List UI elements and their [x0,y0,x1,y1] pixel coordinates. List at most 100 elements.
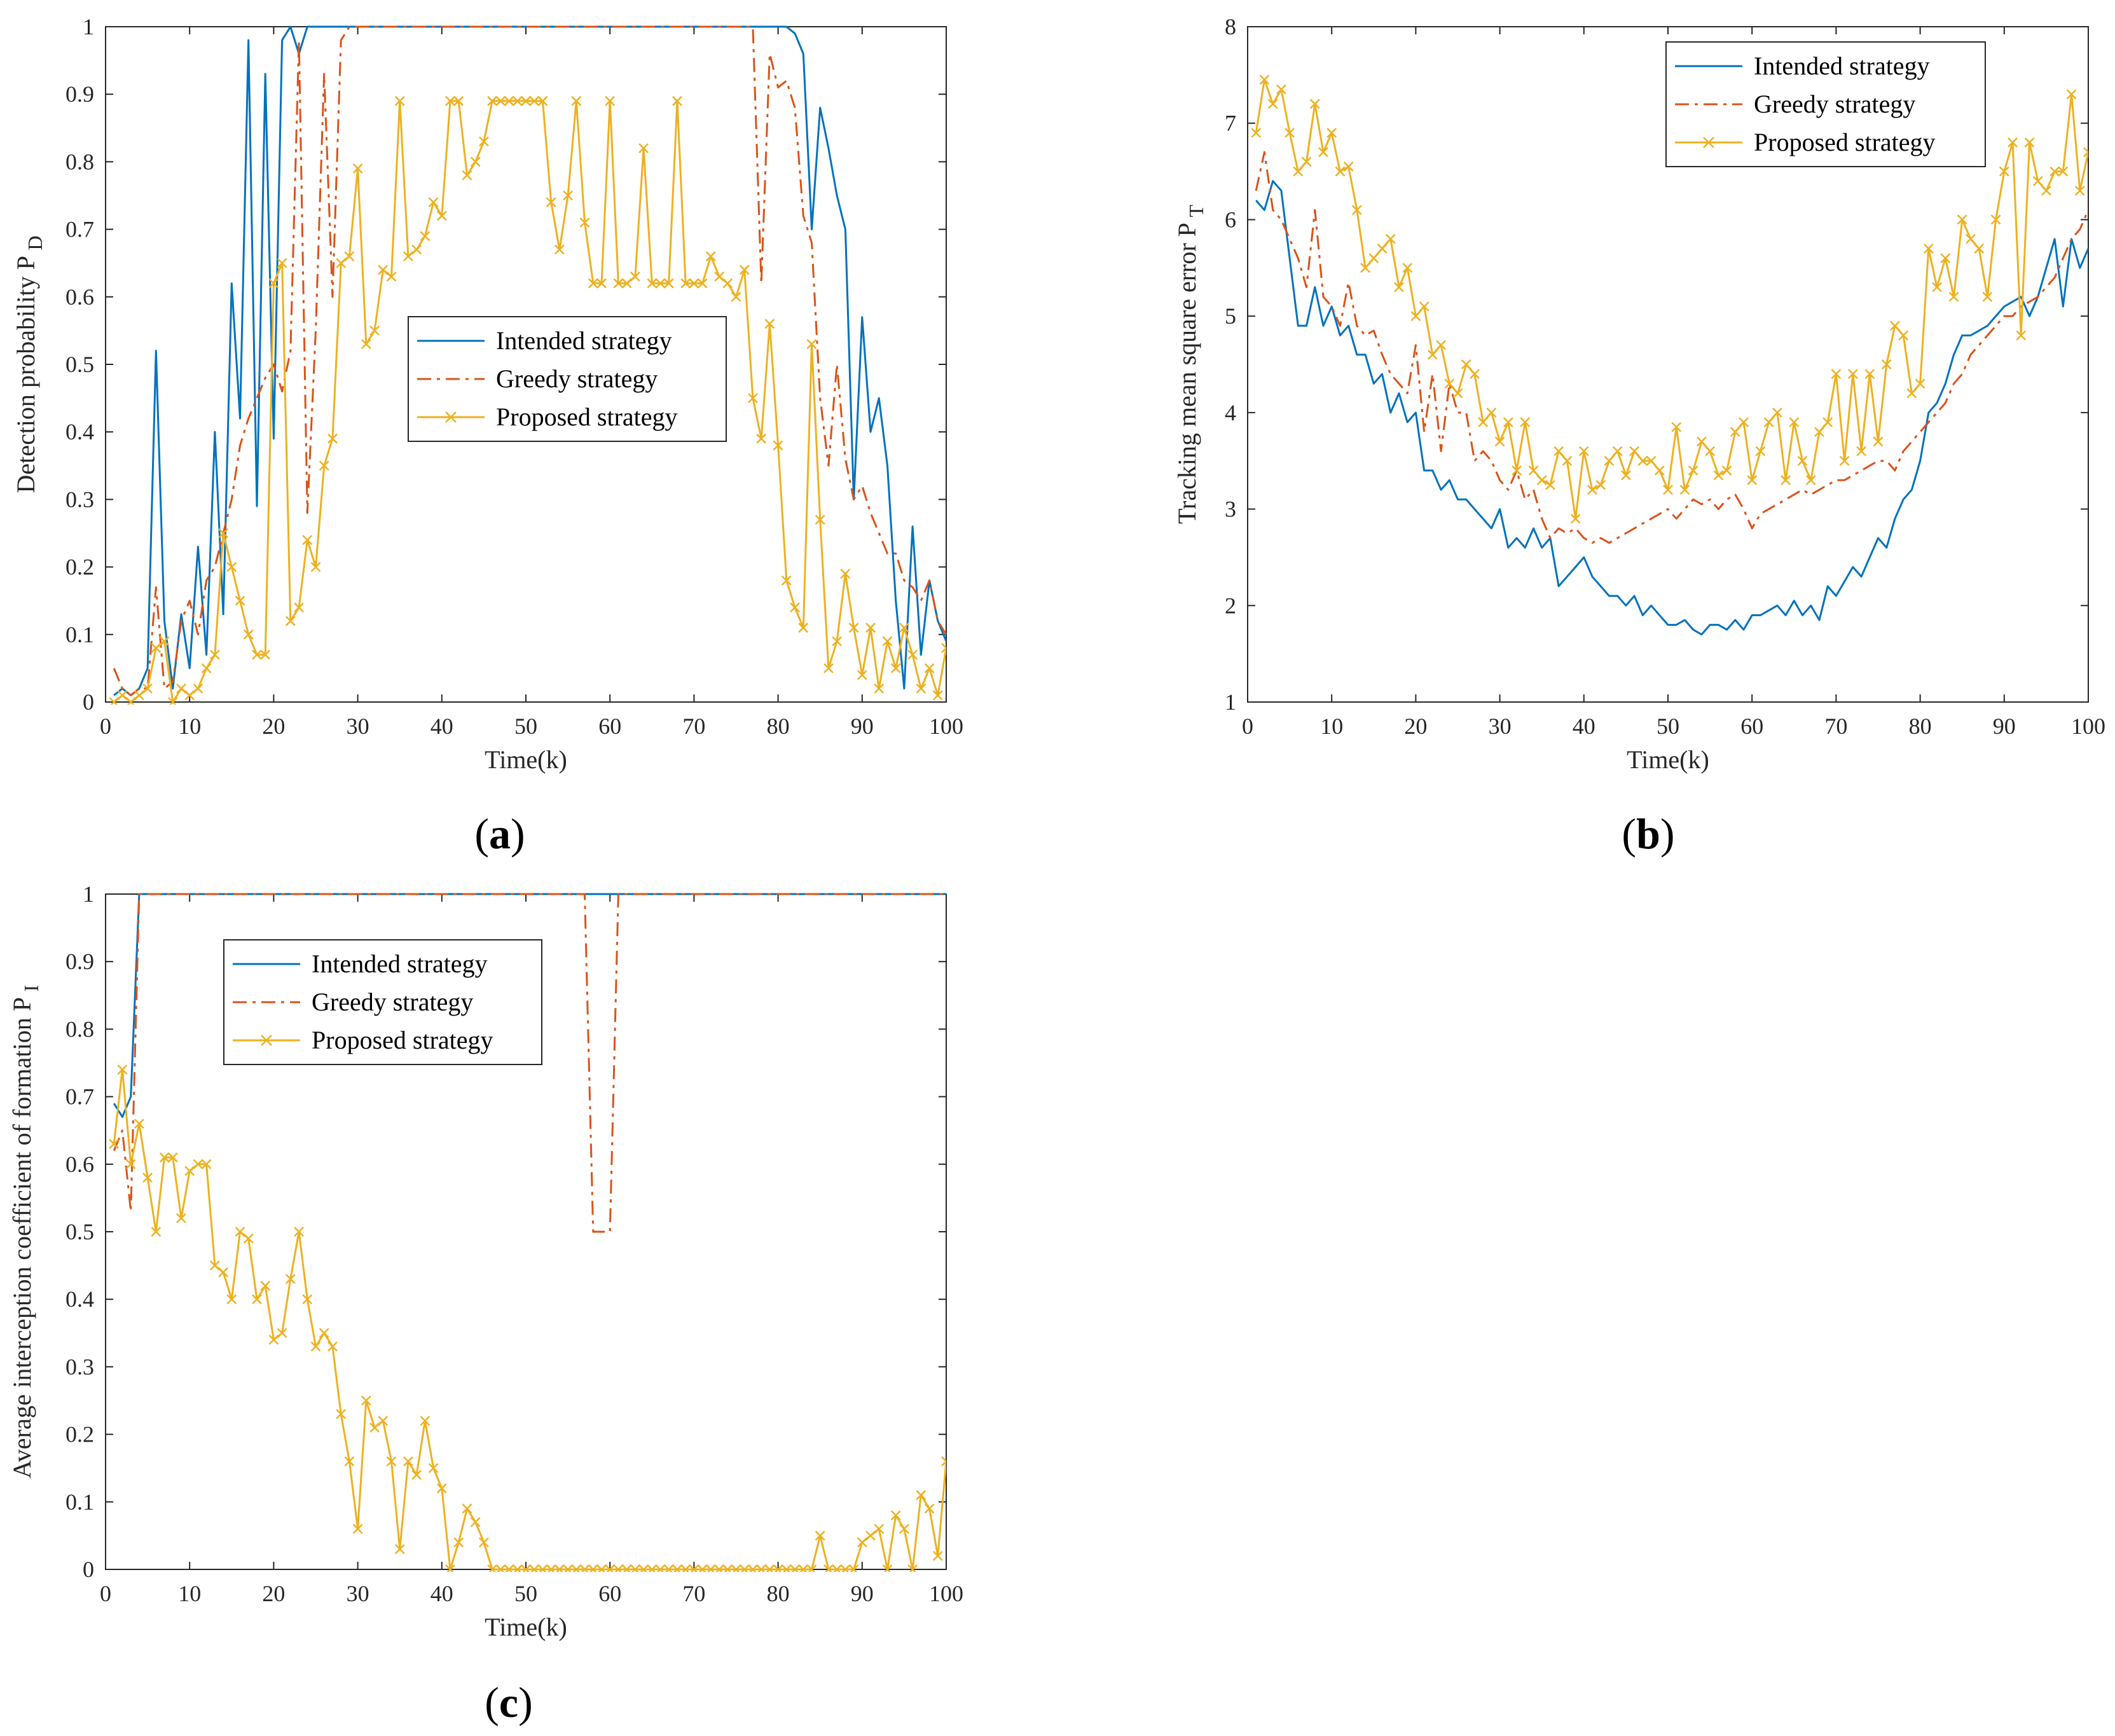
panel-b-point-proposed-strategy [1267,99,1278,109]
panel-b-point-proposed-strategy [1554,446,1564,457]
panel-c-point-proposed-strategy [605,1564,616,1572]
panel-b-point-proposed-strategy [1595,479,1606,490]
panel-a-point-proposed-strategy [327,433,338,444]
panel-b-point-proposed-strategy [1293,166,1304,177]
panel-c-point-proposed-strategy [537,1564,548,1572]
panel-b-point-proposed-strategy [1890,320,1900,331]
panel-a-ytick-label: 0.5 [65,352,94,377]
panel-a-point-proposed-strategy [806,339,817,350]
panel-a-point-proposed-strategy [773,440,783,451]
panel-a-point-proposed-strategy [344,251,355,261]
panel-a-point-proposed-strategy [680,278,691,289]
panel-c-point-proposed-strategy [151,1227,162,1237]
panel-a-ylabel: Detection probability P D [11,236,46,493]
panel-b-point-proposed-strategy [1881,359,1892,369]
panel-c-point-proposed-strategy [319,1328,329,1339]
panel-c-point-proposed-strategy [840,1564,851,1572]
panel-c-chart: 0 10 20 30 40 50 60 70 80 90 100 0 0.1 0.2 0.3 0.4 0.5 0.… [8,881,963,1641]
panel-b-xlabel: Time(k) [1627,745,1709,774]
panel-c-point-proposed-strategy [806,1564,817,1572]
panel-c-xlabel: Time(k) [485,1613,567,1641]
panel-c-point-proposed-strategy [697,1564,708,1572]
panel-a-point-proposed-strategy [235,595,245,606]
panel-c-ytick-label: 0.8 [65,1016,94,1042]
panel-a-point-proposed-strategy [302,535,313,546]
panel-b-xtick-label: 100 [2071,713,2105,739]
panel-a-point-proposed-strategy [798,623,809,633]
panel-a-point-proposed-strategy [243,629,254,640]
panel-a-point-proposed-strategy [470,156,481,167]
panel-c-point-proposed-strategy [739,1564,750,1572]
panel-c-point-proposed-strategy [260,1281,271,1291]
panel-c-point-proposed-strategy [764,1564,775,1572]
panel-b-point-proposed-strategy [1856,446,1866,457]
panel-a-ytick-label: 1 [83,14,94,39]
panel-b-point-proposed-strategy [1873,436,1884,447]
panel-b-point-proposed-strategy [1805,475,1816,485]
panel-b-point-proposed-strategy [1679,485,1690,495]
panel-c-ytick-label: 0.3 [65,1354,94,1379]
panel-c-point-proposed-strategy [832,1564,843,1572]
panel-a-ytick-label: 0.6 [65,284,94,310]
panel-b-point-proposed-strategy [1259,74,1270,85]
panel-b-point-proposed-strategy [1385,233,1396,244]
panel-a-ytick-label: 0.1 [65,622,94,647]
panel-b-legend-label: Intended strategy [1754,52,1930,80]
panel-c-point-proposed-strategy [916,1490,927,1501]
panel-c-ylabel: Average interception coefficient of form… [8,985,43,1478]
panel-c-point-proposed-strategy [722,1564,733,1572]
panel-a-point-proposed-strategy [563,190,573,201]
panel-c-point-proposed-strategy [781,1564,792,1572]
panel-b-point-proposed-strategy [1377,244,1388,254]
panel-b-point-proposed-strategy [1629,446,1640,457]
panel-b-point-proposed-strategy [1646,455,1657,466]
panel-a-point-proposed-strategy [848,623,859,633]
panel-b-point-proposed-strategy [1721,465,1732,476]
panel-b-caption: (b) [1622,809,1674,858]
panel-a-point-proposed-strategy [436,210,447,221]
panel-a-point-proposed-strategy [840,568,851,579]
panel-c-point-proposed-strategy [193,1159,203,1169]
panel-a-point-proposed-strategy [428,197,439,208]
panel-a-point-proposed-strategy [907,649,918,660]
panel-a-point-proposed-strategy [184,690,195,701]
panel-b-point-proposed-strategy [1536,475,1547,485]
panel-b-point-proposed-strategy [1763,417,1774,427]
panel-a-point-proposed-strategy [554,244,565,255]
panel-b-xtick-label: 20 [1404,713,1427,739]
panel-a-point-proposed-strategy [731,291,741,302]
panel-b-series-intended-strategy [1255,180,2088,636]
panel-b-point-proposed-strategy [1822,417,1833,427]
panel-b-point-proposed-strategy [1402,263,1413,273]
panel-b-point-proposed-strategy [1301,156,1312,167]
panel-a-point-proposed-strategy [756,433,767,444]
panel-a-point-proposed-strategy [512,95,523,106]
panel-c-point-proposed-strategy [731,1564,741,1572]
panel-a-point-proposed-strategy [815,514,825,525]
panel-c-point-proposed-strategy [361,1395,371,1406]
panel-c-point-proposed-strategy [243,1233,254,1244]
panel-a-point-proposed-strategy [672,95,682,106]
panel-a-point-proposed-strategy [529,95,540,106]
panel-b-point-proposed-strategy [1444,378,1455,389]
panel-c-legend-label: Greedy strategy [312,988,473,1016]
panel-c-point-proposed-strategy [672,1564,682,1572]
panel-b-point-proposed-strategy [1923,244,1934,254]
panel-b-point-proposed-strategy [1494,436,1505,447]
panel-c-xtick-label: 90 [851,1581,874,1606]
panel-b-point-proposed-strategy [1343,162,1354,172]
panel-a-point-proposed-strategy [176,683,186,694]
panel-b-point-proposed-strategy [1671,422,1682,432]
panel-c-point-proposed-strategy [428,1463,439,1473]
panel-c-point-proposed-strategy [563,1564,573,1572]
panel-a-series-intended-strategy [113,25,946,696]
panel-a-point-proposed-strategy [142,683,153,694]
panel-c-ytick-label: 0 [83,1557,94,1582]
panel-c-ytick-label: 0.1 [65,1489,94,1515]
panel-b-point-proposed-strategy [1713,470,1724,481]
panel-b-point-proposed-strategy [1621,470,1631,481]
panel-a-point-proposed-strategy [874,683,885,694]
panel-b-point-proposed-strategy [2083,147,2088,158]
panel-b-ylabel: Tracking mean square error P T [1173,205,1208,524]
